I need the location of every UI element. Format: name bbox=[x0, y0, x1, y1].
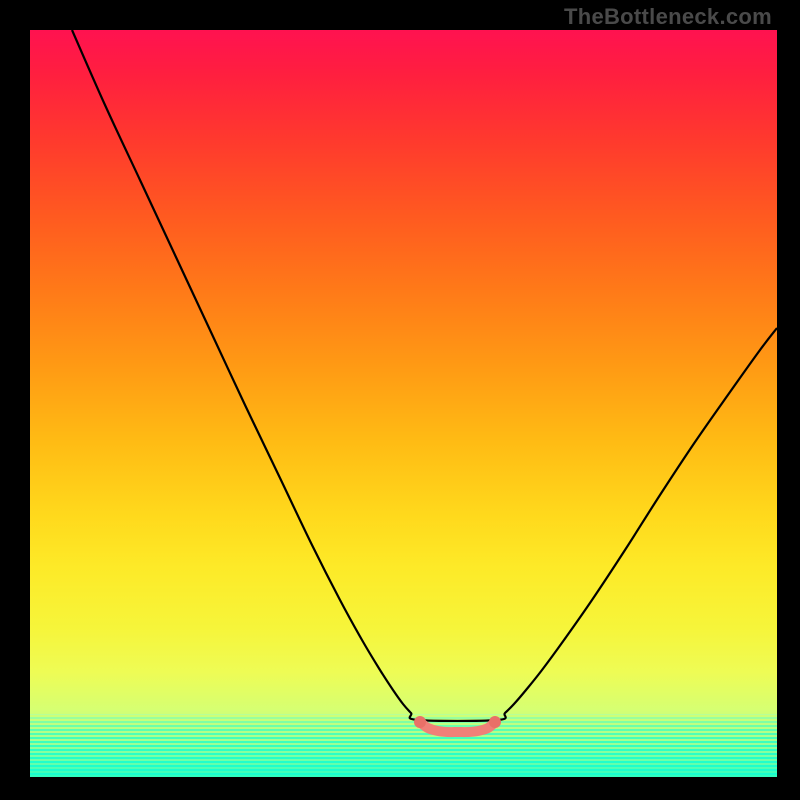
plot-svg bbox=[0, 0, 800, 800]
plot-area bbox=[0, 0, 800, 800]
chart-container: TheBottleneck.com bbox=[0, 0, 800, 800]
highlight-dot-right bbox=[489, 716, 501, 728]
watermark: TheBottleneck.com bbox=[564, 4, 772, 30]
highlight-dot-left bbox=[414, 716, 426, 728]
gradient-background bbox=[30, 30, 777, 777]
